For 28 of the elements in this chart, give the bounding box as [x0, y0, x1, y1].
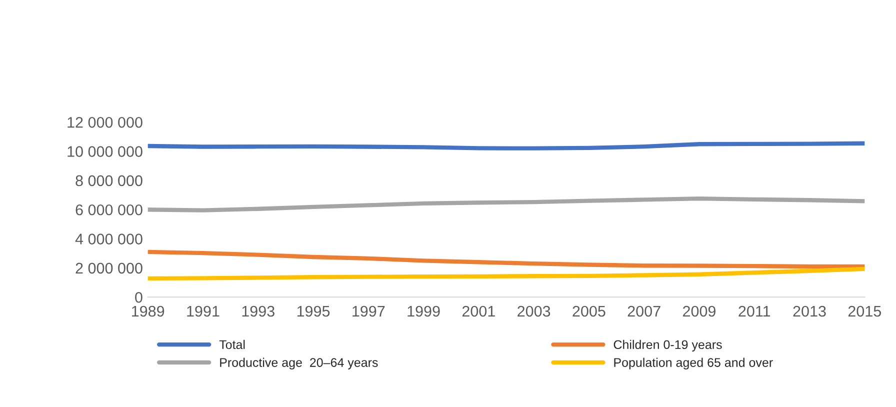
- y-tick-label: 2 000 000: [76, 262, 142, 274]
- y-tick-label: 6 000 000: [76, 204, 142, 216]
- x-tick-label: 1993: [242, 306, 274, 317]
- x-tick-label: 2001: [462, 306, 495, 317]
- line-series: [148, 266, 865, 281]
- x-tick-label: 1999: [408, 306, 440, 317]
- x-tick-label: 1989: [132, 306, 164, 317]
- x-tick-label: 1991: [187, 306, 220, 317]
- line-series: [148, 196, 865, 212]
- legend-label: Population aged 65 and over: [614, 358, 773, 370]
- x-tick-label: 2013: [793, 306, 826, 317]
- x-tick-label: 2003: [518, 306, 550, 317]
- legend-label: Total: [219, 340, 245, 350]
- x-tick-label: 2011: [738, 306, 770, 317]
- legend-label: Productive age 20–64 years: [220, 358, 378, 370]
- x-tick-label: 2005: [572, 306, 606, 317]
- y-tick-label: 0: [135, 292, 142, 303]
- x-tick-label: 1995: [297, 306, 330, 317]
- line-series: [148, 250, 865, 269]
- x-tick-label: 1997: [352, 306, 385, 317]
- x-tick-label: 2007: [628, 306, 660, 317]
- legend-label: Children 0-19 years: [614, 340, 722, 352]
- x-tick-label: 2015: [848, 306, 881, 317]
- y-tick-label: 10 000 000: [68, 146, 142, 157]
- x-tick-label: 2009: [683, 306, 716, 317]
- y-tick-label: 12 000 000: [68, 116, 142, 128]
- y-tick-label: 8 000 000: [76, 175, 142, 186]
- y-tick-label: 4 000 000: [75, 234, 142, 244]
